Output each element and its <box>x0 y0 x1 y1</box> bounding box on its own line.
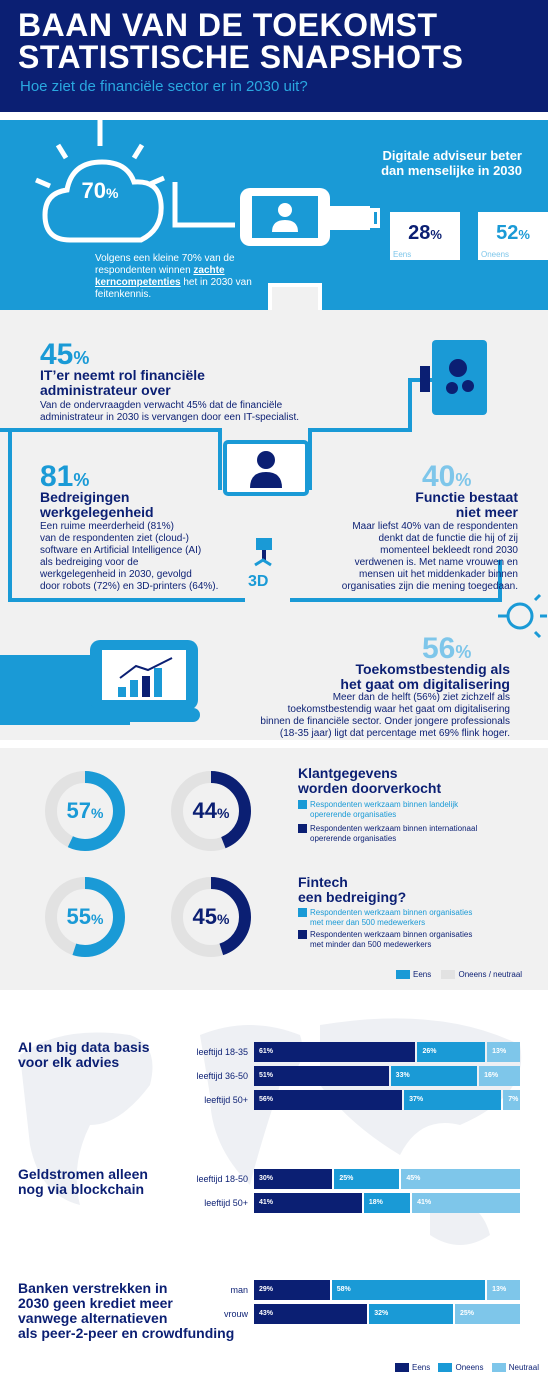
q1-legend-b: Respondenten werkzaam binnen internation… <box>298 824 528 844</box>
q1-title: Klantgegevens worden doorverkocht <box>298 765 442 796</box>
ring-legend: Eens Oneens / neutraal <box>396 970 522 980</box>
gear-box-icon <box>432 340 487 415</box>
cloud-icon <box>35 120 165 243</box>
phone-hand-icon <box>240 188 380 246</box>
printer-label: 3D <box>248 573 269 590</box>
cloud-value: 70% <box>81 178 119 203</box>
threat-value: 81% <box>40 460 90 493</box>
bar-segment: 33% <box>390 1066 478 1086</box>
agree-box <box>390 212 460 260</box>
bar-segment: 16% <box>479 1066 520 1086</box>
bar-segment: 61% <box>254 1042 416 1062</box>
ring-fintech-meer500: 55% <box>42 874 128 960</box>
bar-segment: 29% <box>254 1280 330 1300</box>
agree-label: Eens <box>393 250 412 259</box>
bar-category-label: vrouw <box>223 1309 248 1319</box>
it-title: IT’er neemt rol financiële administrateur… <box>40 367 205 398</box>
bar-category-label: man <box>230 1285 248 1295</box>
section2-decor-svg <box>0 340 547 725</box>
disagree-box <box>478 212 548 260</box>
ring-value: 55% <box>66 904 104 929</box>
page-title-line2: STATISTISCHE SNAPSHOTS <box>18 39 464 75</box>
bar-segment: 30% <box>254 1169 333 1189</box>
left-line <box>0 428 222 490</box>
bar3-title: Banken verstrekken in 2030 geen krediet m… <box>18 1280 235 1341</box>
bar-segment: 13% <box>487 1280 520 1300</box>
bar-segment: 56% <box>254 1090 403 1110</box>
bar-segment: 25% <box>334 1169 400 1189</box>
page-subtitle: Hoe ziet de financiële sector er in 2030… <box>20 78 308 95</box>
bar-category-label: leeftijd 36-50 <box>196 1071 248 1081</box>
advisor-title: Digitale adviseur beter dan menselijke in… <box>381 148 522 178</box>
future-value: 56% <box>422 632 472 665</box>
bar-segment: 58% <box>331 1280 486 1300</box>
connector-line <box>172 182 235 228</box>
bar-segment: 43% <box>254 1304 368 1324</box>
bar2-title: Geldstromen alleen nog via blockchain <box>18 1166 148 1197</box>
header-banner: BAAN VAN DE TOEKOMST STATISTISCHE SNAPSH… <box>0 0 548 112</box>
q2-legend-a: Respondenten werkzaam binnen organisatie… <box>298 908 528 928</box>
bar-segment: 45% <box>401 1169 520 1189</box>
it-value: 45% <box>40 338 90 371</box>
ring-klant-landelijk: 57% <box>42 768 128 854</box>
q2-legend-b: Respondenten werkzaam binnen organisatie… <box>298 930 528 950</box>
ring-arc <box>171 877 251 957</box>
bar-segment: 18% <box>363 1193 411 1213</box>
threat-title: Bedreigingen werkgelegenheid <box>40 489 154 520</box>
bar-segment: 25% <box>455 1304 520 1324</box>
ring-arc <box>171 771 251 851</box>
it-text: Van de ondervraagden verwacht 45% dat de… <box>40 400 300 423</box>
ring-value: 57% <box>66 798 104 823</box>
printer-3d-icon <box>254 538 272 567</box>
bar-chart-ai: leeftijd 18-35 61% 26% 13% leeftijd 36-50 51%… <box>178 1042 528 1112</box>
bar-segment: 13% <box>487 1042 520 1062</box>
threat-text: Een ruime meerderheid (81%) van de respon… <box>40 521 219 592</box>
ring-svg <box>45 771 125 851</box>
bar-segment: 51% <box>254 1066 389 1086</box>
func-text: Maar liefst 40% van de respondenten denkt… <box>341 521 518 592</box>
ring-value: 44% <box>192 798 230 823</box>
bar-segment: 37% <box>404 1090 502 1110</box>
bar-category-label: leeftijd 18-50 <box>196 1174 248 1184</box>
bar-chart-krediet: man 29% 58% 13% vrouw 43% 32% 25% <box>178 1280 528 1328</box>
future-text: Meer dan de helft (56%) ziet zichzelf al… <box>260 692 510 739</box>
lightbulb-icon <box>498 593 547 639</box>
bar-segment: 41% <box>254 1193 362 1213</box>
func-title: Functie bestaat niet meer <box>415 489 518 520</box>
disagree-label: Oneens <box>481 250 510 259</box>
section1-decor-svg <box>35 120 548 310</box>
cloud-text: Volgens een kleine 70% van de respondent… <box>95 253 252 300</box>
bar-category-label: leeftijd 50+ <box>204 1095 248 1105</box>
right-line <box>308 378 432 490</box>
section-donuts: 57% 44% 55% 45% Klantgegevens worden door… <box>0 748 548 990</box>
q2-title: Fintech een bedreiging? <box>298 874 407 905</box>
func-value: 40% <box>422 460 472 493</box>
future-title: Toekomstbestendig als het gaat om digital… <box>340 661 510 692</box>
ring-value: 45% <box>192 904 230 929</box>
section-it-threats: 45% IT’er neemt rol financiële administra… <box>0 310 548 740</box>
connector-tab <box>268 283 322 310</box>
bar-segment: 32% <box>369 1304 453 1324</box>
page-title-line1: BAAN VAN DE TOEKOMST <box>18 7 438 43</box>
bar-chart-blockchain: leeftijd 18-50 30% 25% 45% leeftijd 50+ 41% 18… <box>178 1169 528 1217</box>
gears-icon <box>446 359 474 394</box>
bar1-title: AI en big data basis voor elk advies <box>18 1039 150 1070</box>
bar-legend: Eens Oneens Neutraal <box>395 1363 539 1373</box>
agree-value: 28% <box>408 222 442 244</box>
bar-category-label: leeftijd 50+ <box>204 1198 248 1208</box>
bar-segment: 26% <box>417 1042 486 1062</box>
ring-arc <box>45 771 125 851</box>
tablet-hand-icon <box>0 640 200 725</box>
ring-klant-internationaal: 44% <box>168 768 254 854</box>
disagree-value: 52% <box>496 222 530 244</box>
ring-arc <box>45 877 125 957</box>
bar-category-label: leeftijd 18-35 <box>196 1047 248 1057</box>
q1-legend-a: Respondenten werkzaam binnen landelijk op… <box>298 800 528 820</box>
ring-fintech-minder500: 45% <box>168 874 254 960</box>
bar-segment: 41% <box>412 1193 520 1213</box>
section-soft-skills: 70% Volgens een kleine 70% van de respon… <box>0 120 548 310</box>
bar-segment: 7% <box>503 1090 520 1110</box>
section-bar-charts: AI en big data basis voor elk advies Geld… <box>0 995 548 1383</box>
